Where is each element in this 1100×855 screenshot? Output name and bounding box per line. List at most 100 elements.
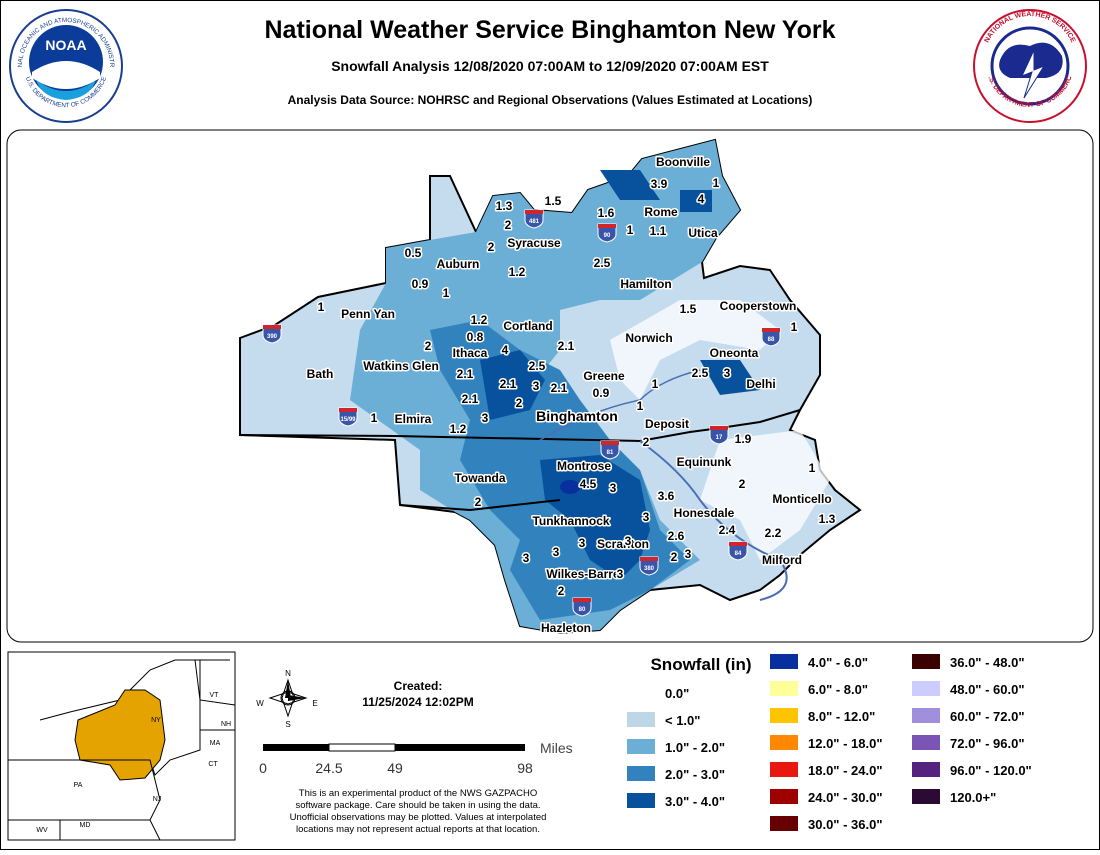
- interstate-shield-top: [710, 426, 728, 430]
- station-value: 1: [791, 320, 798, 334]
- created-date: 11/25/2024 12:02PM: [362, 695, 473, 709]
- interstate-number: 481: [529, 219, 540, 225]
- interstate-shield-top: [339, 408, 357, 412]
- inset-label: MA: [210, 740, 221, 747]
- inset-label: NY: [151, 717, 161, 724]
- interstate-number: 90: [604, 233, 611, 239]
- station-value: 3: [617, 567, 624, 581]
- station-value: 2.6: [668, 529, 685, 543]
- station-value: 1.5: [680, 302, 697, 316]
- county-line: [399, 499, 561, 512]
- city-label: Montrose: [557, 459, 611, 473]
- city-label: Ithaca: [453, 346, 488, 360]
- inset-label: CT: [208, 761, 218, 768]
- legend: Snowfall (in) 0.0" < 1.0" 1.0" - 2.0" 2.0" …: [626, 654, 1032, 832]
- legend-swatch: [912, 654, 940, 669]
- legend-swatch: [770, 735, 798, 750]
- station-value: 1: [371, 411, 378, 425]
- city-label: Auburn: [437, 257, 480, 271]
- interstate-number: 81: [607, 450, 614, 456]
- inset-label: VT: [210, 692, 220, 699]
- legend-label: 12.0" - 18.0": [808, 736, 882, 751]
- station-value: 2.1: [457, 367, 474, 381]
- legend-label: 2.0" - 3.0": [665, 767, 725, 782]
- station-value: 2: [671, 550, 678, 564]
- station-value: 2: [505, 218, 512, 232]
- station-value: 0.9: [593, 386, 610, 400]
- interstate-shield: [709, 425, 729, 445]
- city-label: Deposit: [645, 417, 689, 431]
- interstate-shield-top: [640, 557, 658, 561]
- legend-swatch: [912, 735, 940, 750]
- scale-tick: 98: [517, 760, 533, 776]
- station-value: 3: [643, 510, 650, 524]
- legend-swatch: [626, 684, 656, 701]
- legend-swatch: [912, 708, 940, 723]
- scale-bar: Miles: [263, 740, 573, 756]
- station-value: 2.5: [692, 366, 709, 380]
- interstate-number: 84: [735, 551, 742, 557]
- interstate-shield: [639, 556, 659, 576]
- interstate-shield: [761, 327, 781, 347]
- station-value: 3: [553, 545, 560, 559]
- station-value: 1: [627, 223, 634, 237]
- city-label: Bath: [307, 367, 334, 381]
- interstate-shield-top: [729, 542, 747, 546]
- interstate-shield: [572, 597, 592, 617]
- snow-trace: [610, 300, 830, 560]
- station-value: 1.6: [598, 206, 615, 220]
- legend-swatch: [770, 816, 798, 831]
- station-value: 2.4: [719, 523, 736, 537]
- interstate-number: 390: [267, 334, 278, 340]
- city-label: Cooperstown: [720, 299, 797, 313]
- interstate-shield-top: [573, 598, 591, 602]
- station-value: 3: [482, 411, 489, 425]
- interstate-shield-top: [525, 210, 543, 214]
- inset-ny: [30, 659, 201, 776]
- city-label: Watkins Glen: [363, 359, 439, 373]
- legend-label: 120.0+": [950, 790, 996, 805]
- station-value: 4.5: [580, 477, 597, 491]
- station-value: 3: [523, 551, 530, 565]
- legend-label: 36.0" - 48.0": [950, 655, 1024, 670]
- station-value: 1: [809, 461, 816, 475]
- inset-label: PA: [74, 782, 83, 789]
- compass-e: E: [312, 699, 317, 708]
- delaware-river: [639, 440, 788, 601]
- station-value: 4: [698, 192, 705, 206]
- interstate-number: 80: [579, 607, 586, 613]
- station-value: 1: [637, 399, 644, 413]
- disclaimer-line: Unofficial observations may be plotted. …: [290, 812, 547, 823]
- nws-bolt: [1021, 49, 1046, 99]
- station-value: 1: [713, 176, 720, 190]
- city-label: Binghamton: [536, 408, 618, 424]
- city-label: Greene: [583, 369, 625, 383]
- legend-label: 30.0" - 36.0": [808, 817, 882, 832]
- station-value: 1: [443, 286, 450, 300]
- compass-n: N: [285, 669, 291, 678]
- station-value: 2.1: [558, 339, 575, 353]
- city-label: Honesdale: [674, 506, 735, 520]
- station-value: 3.6: [658, 489, 675, 503]
- station-value: 2.5: [594, 256, 611, 270]
- station-value: 3: [625, 534, 632, 548]
- city-label: Norwich: [625, 331, 672, 345]
- station-value: 2.2: [765, 526, 782, 540]
- legend-swatch: [912, 681, 940, 696]
- interstate-shield: [338, 407, 358, 427]
- legend-swatch: [627, 739, 655, 754]
- city-label: Scranton: [597, 537, 649, 551]
- inset-label: MD: [80, 822, 91, 829]
- legend-label: 6.0" - 8.0": [808, 682, 868, 697]
- city-label: Boonville: [656, 155, 710, 169]
- legend-swatch: [770, 789, 798, 804]
- interstate-shield: [597, 223, 617, 243]
- legend-label: 18.0" - 24.0": [808, 763, 882, 778]
- noaa-logo: NOAA NATIONAL OCEANIC AND ATMOSPHERIC AD…: [0, 0, 123, 123]
- map: 390 481 90 88 15/99 81 17 84 380 80 Boonville Rome U…: [239, 138, 862, 637]
- legend-swatch: [770, 762, 798, 777]
- station-value: 0.8: [467, 330, 484, 344]
- subtitle: Snowfall Analysis 12/08/2020 07:00AM to …: [331, 58, 769, 74]
